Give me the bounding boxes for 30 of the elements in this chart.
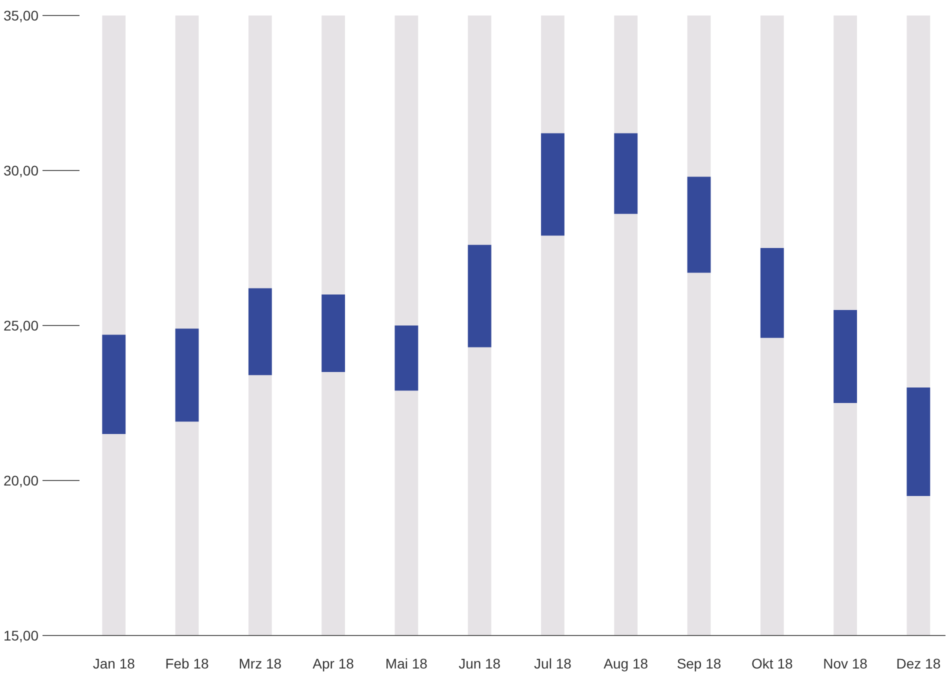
bar xyxy=(248,288,272,376)
bar xyxy=(760,248,784,338)
bar xyxy=(394,16,418,636)
x-tick-label: Aug 18 xyxy=(604,656,648,672)
bar xyxy=(102,334,126,434)
y-tick-label: 30,00 xyxy=(3,162,39,178)
bar xyxy=(687,176,711,273)
x-tick-label: Apr 18 xyxy=(312,656,354,672)
y-tick-label: 25,00 xyxy=(3,318,39,334)
bar xyxy=(394,326,418,391)
x-tick-label: Feb 18 xyxy=(165,656,210,672)
y-tick-label: 20,00 xyxy=(3,472,39,488)
y-tick-label: 35,00 xyxy=(3,8,39,24)
x-tick-label: Jun 18 xyxy=(458,656,501,672)
x-tick-label: Jul 18 xyxy=(534,656,572,672)
x-tick-label: Okt 18 xyxy=(752,656,793,672)
x-tick-label: Dez 18 xyxy=(896,656,941,672)
bar xyxy=(322,294,346,372)
bar xyxy=(906,388,930,496)
bar xyxy=(541,133,564,236)
bar xyxy=(468,244,492,348)
x-tick-label: Mrz 18 xyxy=(238,656,282,672)
bar xyxy=(614,133,638,214)
x-tick-label: Mai 18 xyxy=(385,656,428,672)
x-tick-label: Jan 18 xyxy=(92,656,136,672)
x-tick-label: Nov 18 xyxy=(823,656,868,672)
bar xyxy=(834,310,857,403)
x-tick-label: Sep 18 xyxy=(676,656,722,672)
bar xyxy=(175,328,199,422)
y-tick-label: 15,00 xyxy=(3,628,39,644)
